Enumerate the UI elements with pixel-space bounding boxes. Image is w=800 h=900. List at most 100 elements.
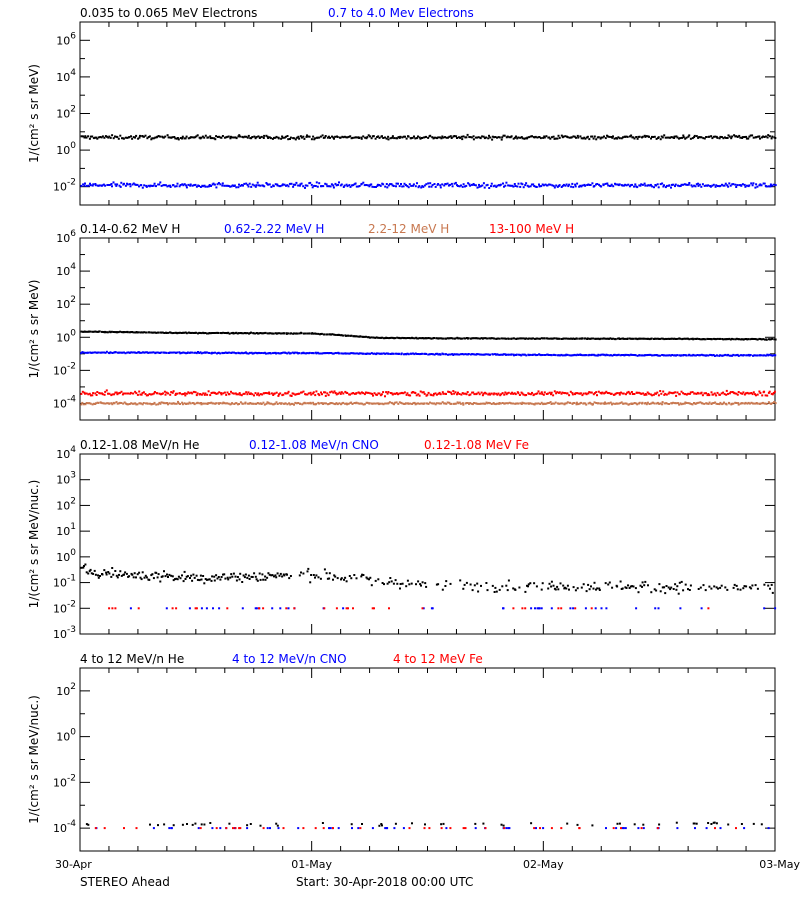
data-point: [162, 392, 164, 395]
data-point: [596, 183, 599, 185]
data-point: [226, 135, 229, 138]
data-point: [556, 391, 559, 394]
data-point: [550, 393, 552, 396]
data-point: [101, 135, 104, 138]
data-point: [497, 337, 500, 340]
data-point: [530, 402, 533, 405]
data-point: [115, 574, 118, 577]
data-point: [701, 394, 704, 397]
data-point: [103, 402, 105, 405]
data-point: [682, 589, 685, 592]
data-point: [584, 607, 587, 610]
data-point: [543, 391, 546, 394]
data-point: [698, 338, 701, 340]
data-point: [441, 391, 444, 394]
data-point: [171, 575, 174, 578]
data-point: [486, 337, 489, 340]
data-point: [185, 332, 188, 335]
data-point: [238, 827, 241, 830]
data-point: [175, 137, 178, 140]
data-point: [204, 134, 207, 137]
data-point: [477, 136, 480, 139]
data-point: [622, 354, 625, 356]
data-point: [328, 352, 331, 354]
data-point: [386, 392, 389, 395]
data-point: [574, 607, 577, 610]
data-point: [733, 392, 736, 395]
data-point: [116, 136, 119, 139]
data-point: [88, 392, 91, 395]
data-point: [98, 184, 101, 187]
data-point: [642, 337, 645, 340]
data-point: [601, 136, 604, 139]
data-point: [635, 136, 638, 138]
data-point: [576, 353, 579, 356]
data-point: [382, 137, 385, 139]
data-point: [647, 584, 649, 587]
data-point: [223, 184, 226, 187]
data-point: [167, 136, 170, 139]
data-point: [373, 186, 376, 188]
data-point: [421, 391, 424, 394]
data-point: [444, 183, 447, 186]
data-point: [334, 352, 337, 354]
data-point: [239, 572, 242, 575]
data-point: [607, 135, 609, 138]
data-point: [461, 337, 464, 340]
data-point: [376, 184, 379, 187]
data-point: [223, 573, 226, 576]
data-point: [165, 607, 168, 610]
data-point: [450, 182, 453, 185]
data-point: [674, 185, 676, 188]
data-point: [542, 136, 545, 139]
data-point: [344, 352, 347, 355]
data-point: [278, 332, 281, 335]
data-point: [350, 334, 353, 337]
data-point: [304, 332, 307, 335]
data-point: [452, 390, 455, 393]
data-point: [331, 333, 334, 336]
data-point: [711, 354, 714, 357]
data-point: [520, 182, 523, 185]
data-point: [131, 351, 134, 354]
data-point: [89, 394, 92, 397]
data-point: [94, 827, 97, 830]
data-point: [649, 183, 652, 186]
data-point: [359, 335, 362, 338]
data-point: [770, 137, 773, 140]
data-point: [322, 136, 325, 139]
data-point: [234, 827, 237, 830]
data-point: [318, 352, 321, 355]
x-tick-label: 30-Apr: [55, 858, 92, 871]
data-point: [366, 401, 369, 404]
data-point: [302, 185, 305, 188]
data-point: [257, 135, 260, 138]
data-point: [101, 573, 104, 576]
data-point: [160, 184, 163, 187]
data-point: [323, 568, 326, 571]
data-point: [745, 135, 748, 138]
data-point: [634, 354, 637, 357]
data-point: [220, 576, 223, 578]
legend-entry: 0.12-1.08 MeV Fe: [424, 438, 529, 452]
data-point: [763, 354, 766, 357]
data-point: [762, 135, 765, 138]
data-point: [200, 402, 202, 404]
data-point: [687, 183, 690, 186]
data-point: [136, 183, 139, 186]
data-point: [774, 137, 777, 139]
data-point: [458, 401, 461, 404]
data-point: [587, 183, 590, 186]
data-point: [161, 331, 164, 334]
data-point: [382, 352, 385, 355]
data-point: [689, 354, 692, 357]
data-point: [481, 394, 484, 397]
data-point: [453, 402, 456, 405]
data-point: [208, 578, 211, 581]
data-point: [317, 393, 320, 395]
data-point: [483, 186, 486, 189]
data-point: [368, 578, 370, 581]
data-point: [495, 185, 498, 188]
data-point: [519, 353, 522, 356]
data-point: [745, 184, 748, 187]
